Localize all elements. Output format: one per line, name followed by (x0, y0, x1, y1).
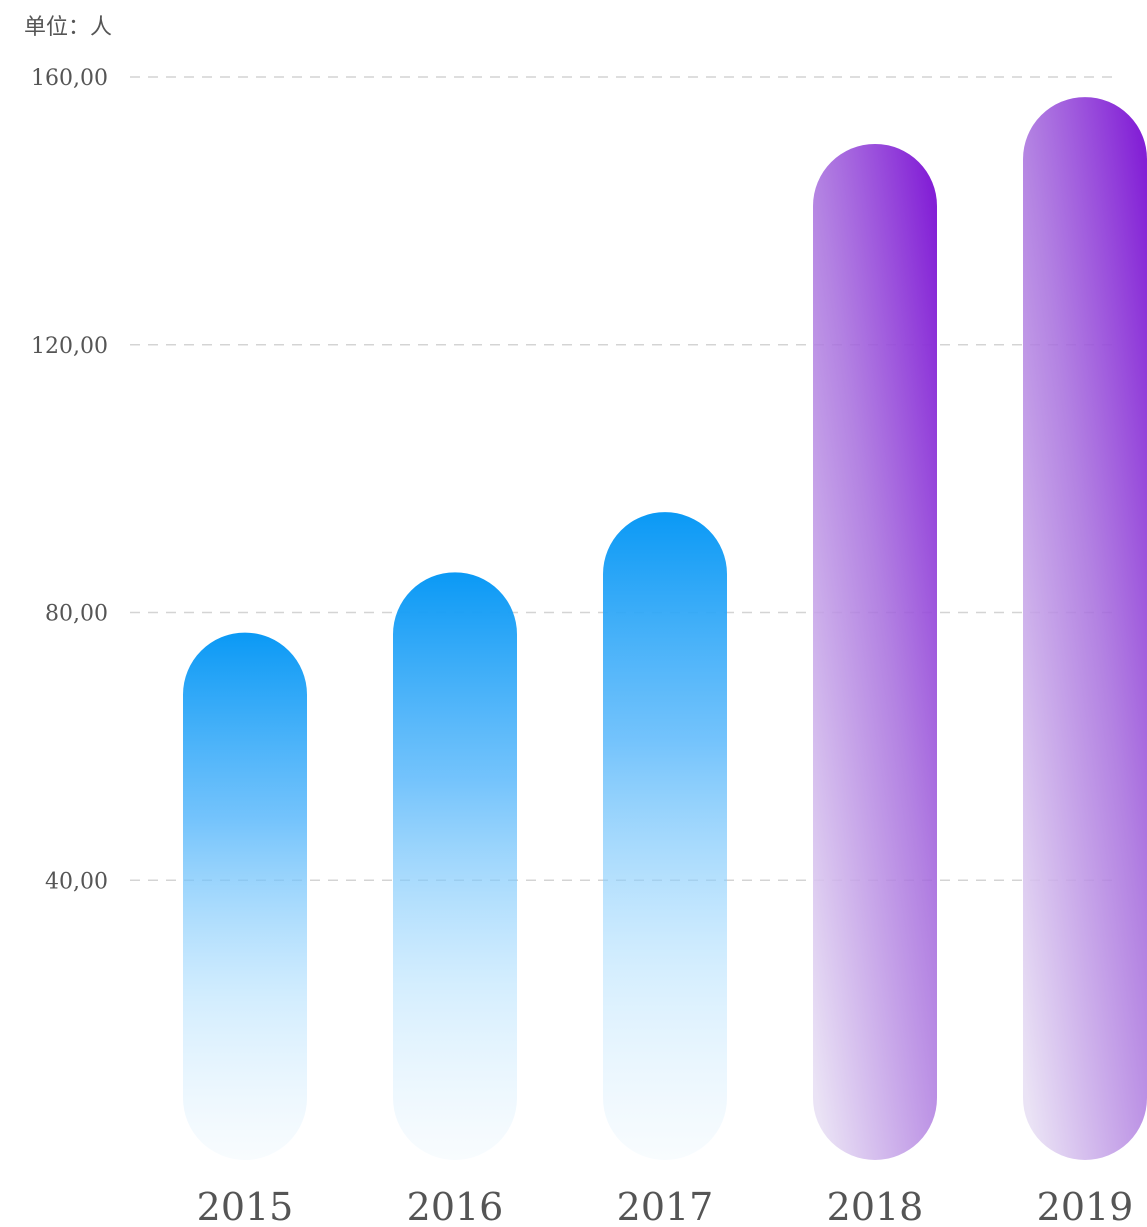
y-tick-label: 120,00 (31, 334, 108, 359)
x-tick-label: 2015 (197, 1185, 294, 1227)
bar-2015 (183, 632, 307, 1160)
x-tick-label: 2016 (407, 1185, 504, 1227)
bar-2018 (813, 143, 937, 1160)
bar-2019 (1023, 97, 1147, 1160)
bar-2017 (603, 512, 727, 1160)
y-tick-label: 160,00 (31, 66, 108, 91)
x-tick-label: 2017 (617, 1185, 714, 1227)
x-axis-labels: 2015 2016 2017 2018 2019 (197, 1185, 1134, 1227)
y-tick-label: 80,00 (45, 602, 108, 627)
x-tick-label: 2019 (1037, 1185, 1134, 1227)
bar-2016 (393, 572, 517, 1160)
bars (183, 97, 1147, 1160)
unit-label: 单位：人 (24, 15, 112, 40)
y-axis-ticks: 40,00 80,00 120,00 160,00 (31, 66, 108, 894)
y-tick-label: 40,00 (45, 869, 108, 894)
x-tick-label: 2018 (827, 1185, 924, 1227)
